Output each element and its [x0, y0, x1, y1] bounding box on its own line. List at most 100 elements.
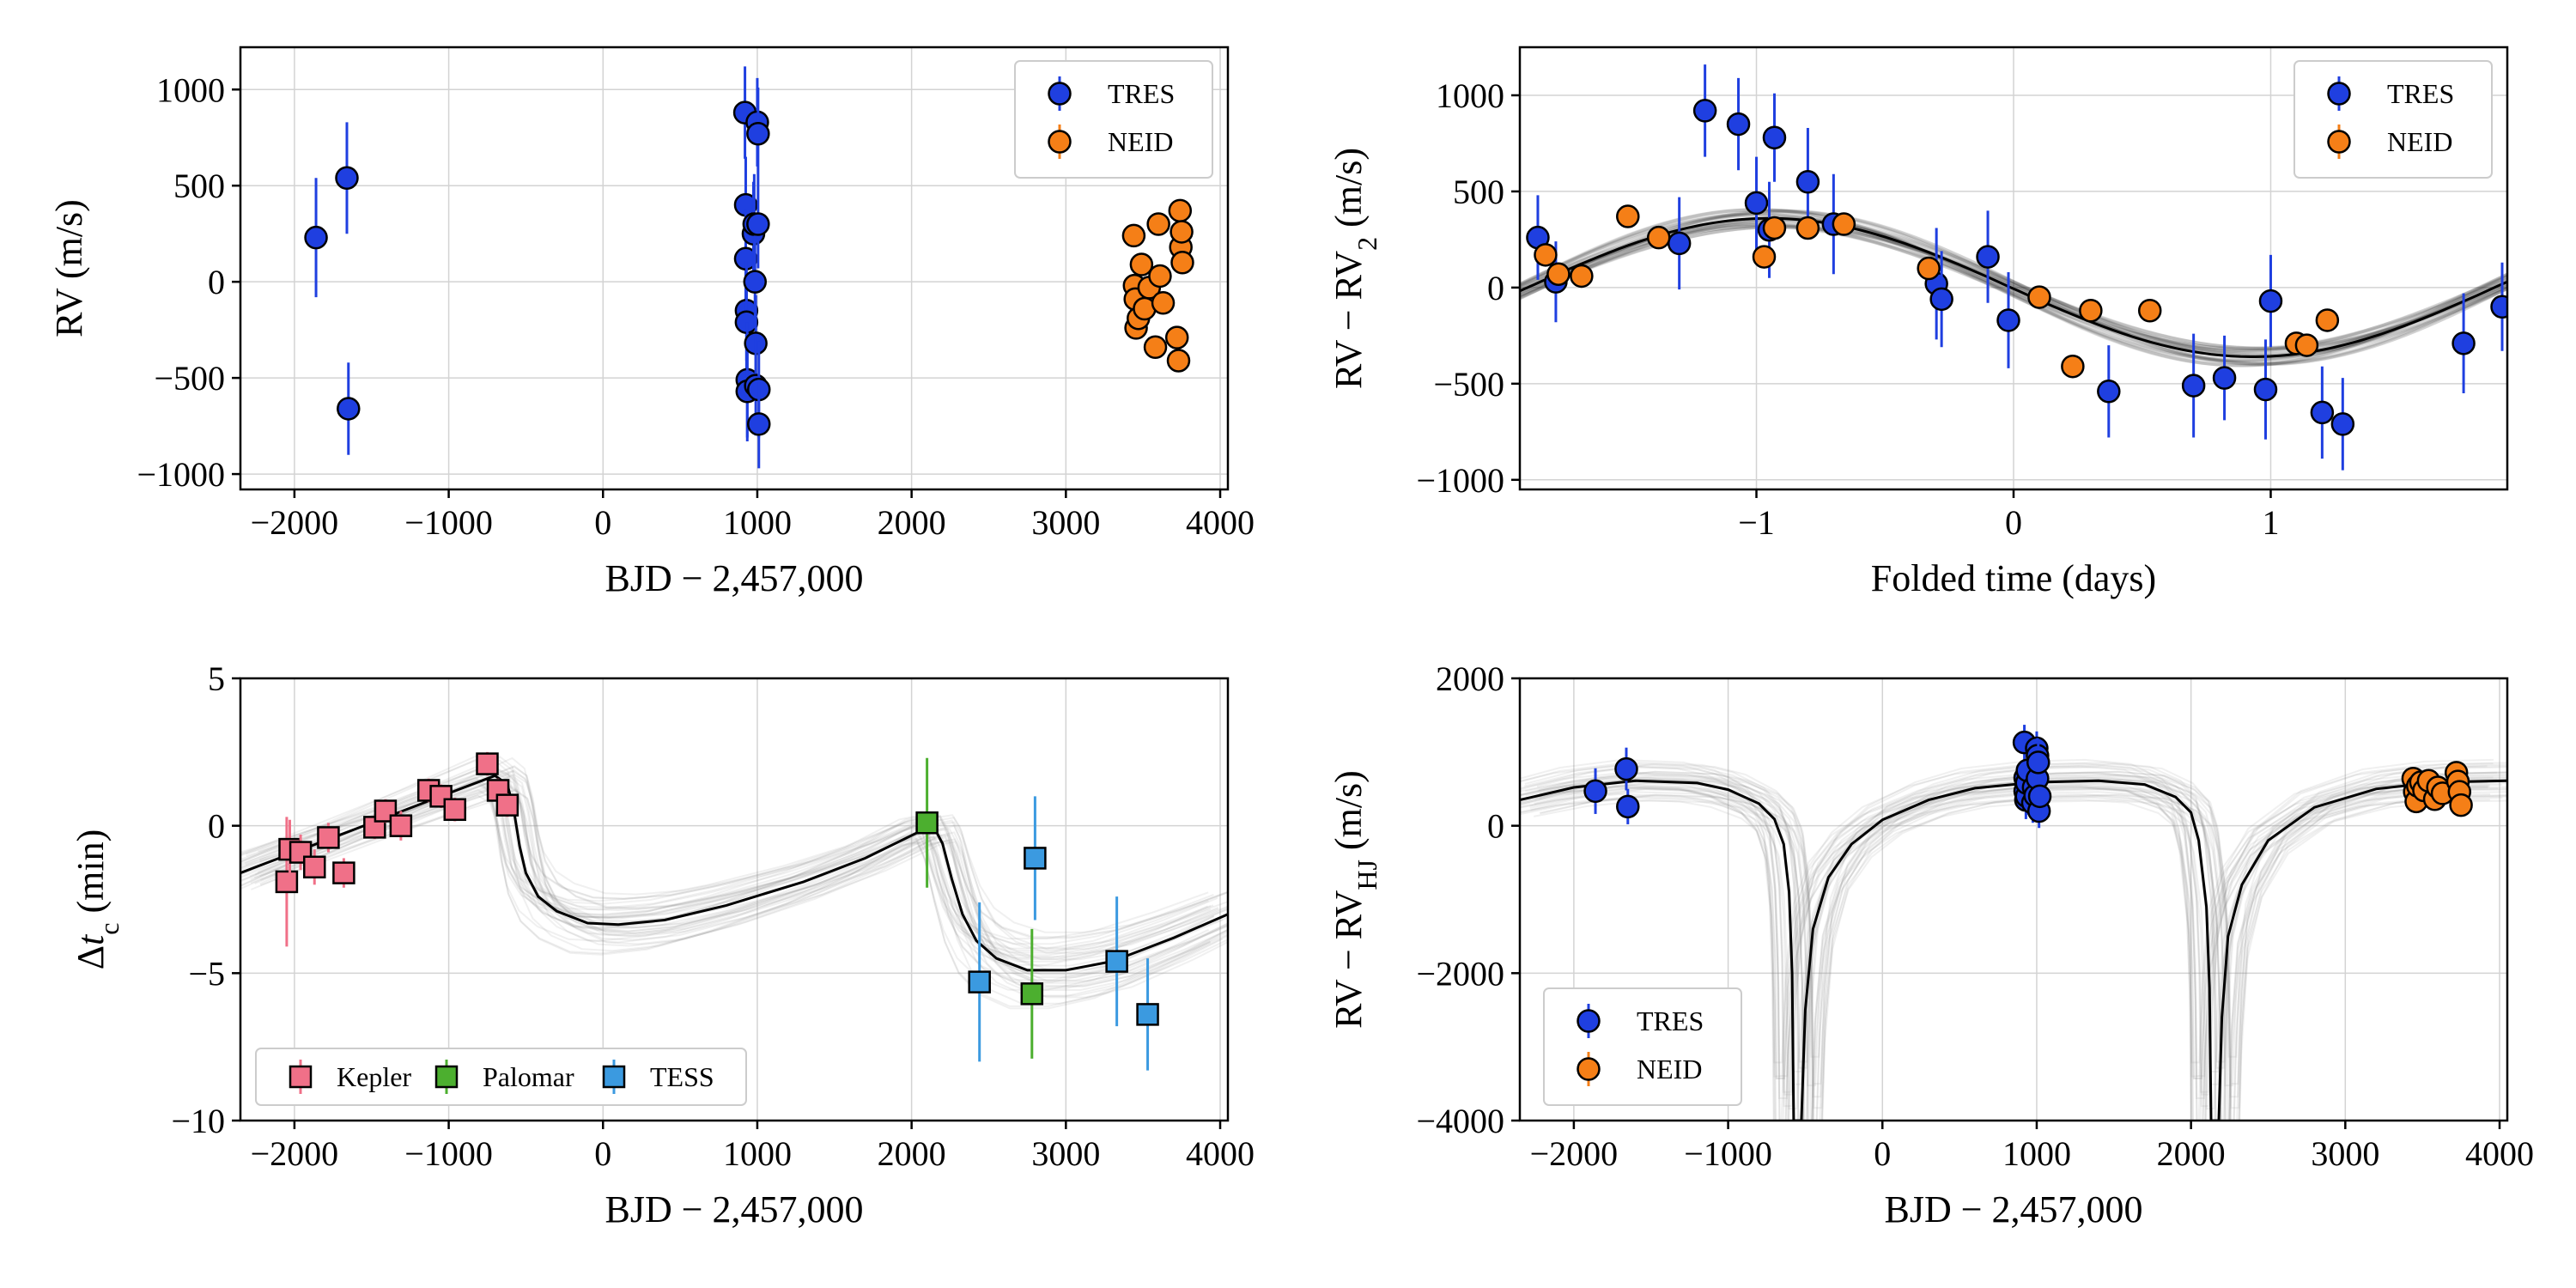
model-sample-line: [1528, 776, 2507, 1121]
data-point-tres: [2258, 289, 2283, 313]
model-sample-line: [1525, 778, 2507, 1063]
model-sample-line: [1520, 787, 2499, 1096]
model-sample-line: [240, 773, 1218, 963]
data-point-tess: [1136, 1003, 1159, 1026]
data-point-neid: [1143, 335, 1168, 360]
data-point-neid: [2137, 299, 2162, 323]
x-tick-label: −1000: [404, 503, 493, 542]
data-point-neid: [2079, 299, 2103, 323]
series-tres: [304, 66, 771, 469]
legend-marker-kepler: [289, 1065, 313, 1089]
data-point-tres: [2027, 784, 2052, 809]
data-point-neid: [1166, 349, 1191, 373]
legend-label-neid: NEID: [2387, 126, 2452, 157]
legend-marker-neid: [1048, 130, 1072, 154]
x-tick-label: −1: [1738, 503, 1775, 542]
legend-marker-neid: [1577, 1057, 1601, 1081]
model-sample-line: [1520, 791, 2507, 1072]
model-sample-line: [240, 772, 1214, 945]
data-point-kepler: [275, 870, 299, 894]
data-point-tres: [2212, 366, 2237, 390]
legend-marker-tres: [2327, 82, 2351, 106]
plot-area: [240, 751, 1228, 1071]
y-axis-label: RV − RVHJ (m/s): [1327, 770, 1382, 1029]
y-tick-label: −500: [1433, 365, 1504, 404]
model-sample-line: [1520, 778, 2498, 1108]
legend-label-kepler: Kepler: [337, 1061, 411, 1092]
panel-transit-timing: −2000 −1000 0 1000 2000 3000 4000 −10 −5 0 5 BJD − …: [70, 659, 1255, 1230]
model-sample-line: [1520, 776, 2494, 1078]
data-point-tres: [1616, 794, 1640, 819]
data-point-tres: [1726, 112, 1751, 137]
x-tick-label: 2000: [878, 503, 946, 542]
model-sample-line: [1520, 779, 2494, 1099]
data-point-kepler: [495, 793, 519, 817]
model-sample-line: [1540, 793, 2507, 1121]
data-point-tres: [304, 225, 328, 250]
x-tick-label: 0: [594, 1134, 611, 1173]
legend: TRES NEID: [1543, 987, 1742, 1106]
model-sample-line: [258, 769, 1228, 933]
x-tick-label: 1000: [723, 503, 792, 542]
data-point-neid: [1151, 291, 1176, 315]
data-point-palomar: [1020, 982, 1044, 1005]
data-point-tres: [337, 397, 361, 421]
data-point-neid: [1170, 251, 1194, 275]
x-tick-label: 0: [594, 503, 611, 542]
data-point-kepler: [443, 798, 467, 822]
legend-label-tres: TRES: [1637, 1005, 1704, 1036]
model-best-fit-line: [240, 774, 1228, 972]
model-sample-line: [258, 765, 1228, 954]
model-sample-line: [240, 788, 1212, 954]
model-sample-line: [1529, 786, 2507, 1121]
model-sample-line: [1520, 210, 2507, 366]
x-tick-label: −2000: [1530, 1134, 1619, 1173]
data-point-tres: [1976, 245, 2000, 269]
model-sample-line: [1524, 762, 2507, 1121]
model-sample-line: [1520, 793, 2491, 1079]
axes-frame: [239, 46, 1230, 491]
x-tick-label: 0: [2005, 503, 2022, 542]
data-point-tres: [746, 212, 770, 236]
model-sample-line: [1529, 787, 2507, 1121]
x-tick-label: 0: [1874, 1134, 1891, 1173]
model-sample-line: [1520, 208, 2507, 368]
data-point-neid: [2027, 285, 2051, 309]
model-sample-line: [1520, 210, 2507, 366]
x-axis-label: BJD − 2,457,000: [605, 557, 863, 599]
x-tick-label: 1000: [723, 1134, 792, 1173]
model-sample-line: [1530, 788, 2507, 1121]
data-point-tres: [1744, 191, 1769, 216]
model-sample-line: [249, 771, 1228, 981]
model-sample-line: [1520, 209, 2507, 367]
data-point-neid: [1616, 204, 1640, 228]
data-point-neid: [2449, 793, 2473, 817]
axes-frame: [239, 677, 1230, 1122]
series-neid: [1121, 198, 1194, 373]
series-tres: [1583, 725, 2052, 829]
data-point-tres: [335, 166, 359, 191]
data-point-tres: [2097, 380, 2121, 404]
model-sample-line: [1520, 766, 2507, 1121]
legend: TRES NEID: [1014, 60, 1213, 179]
x-tick-label: 3000: [2311, 1134, 2379, 1173]
model-best-fit-line: [1520, 216, 2507, 358]
model-best-fit-line: [1520, 779, 2507, 1121]
y-tick-label: −5: [188, 954, 225, 993]
model-sample-line: [240, 778, 1212, 1010]
y-tick-label: −2000: [1416, 954, 1504, 993]
data-point-kepler: [303, 855, 326, 878]
x-tick-label: 4000: [1186, 503, 1255, 542]
y-tick-label: −500: [154, 359, 225, 398]
series-neid: [2401, 761, 2473, 817]
data-point-tres: [743, 270, 768, 294]
x-tick-label: 2000: [2157, 1134, 2226, 1173]
model-sample-line: [1520, 799, 2490, 1079]
data-point-neid: [2294, 333, 2319, 357]
legend: TRES NEID: [2293, 60, 2493, 179]
y-tick-label: −4000: [1416, 1102, 1504, 1140]
data-point-neid: [2061, 354, 2085, 379]
model-sample-line: [1520, 784, 2490, 1121]
model-sample-line: [1534, 799, 2507, 1087]
model-sample-line: [1539, 775, 2507, 1121]
